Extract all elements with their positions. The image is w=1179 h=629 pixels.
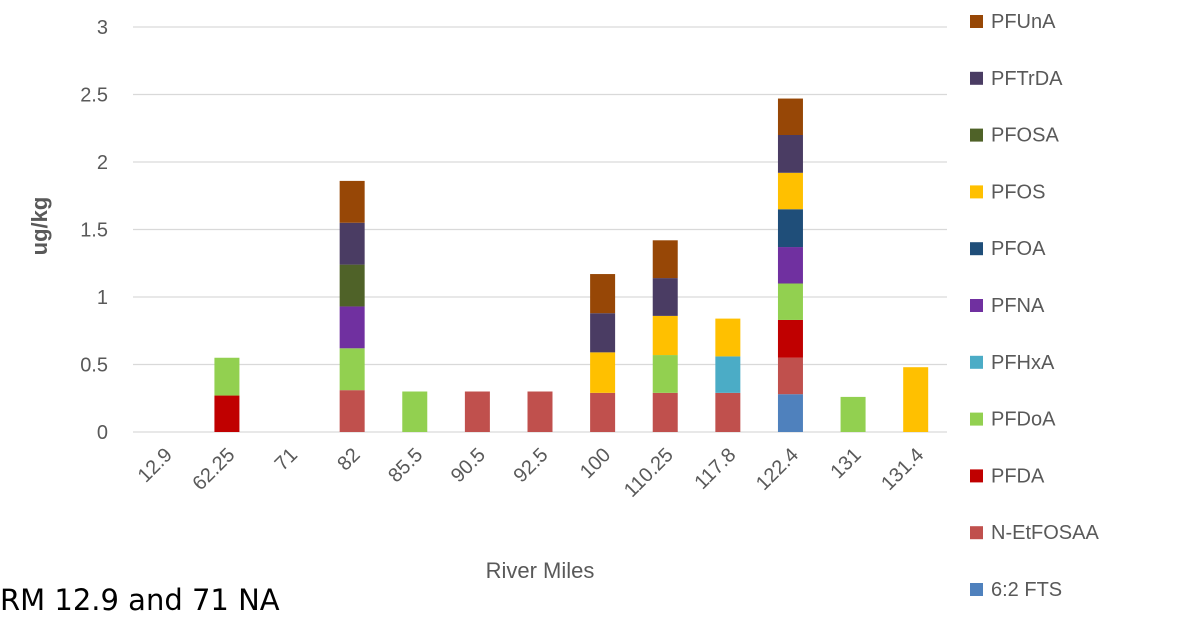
bar-segment-pfdoa-62_25	[214, 357, 240, 396]
legend-swatch	[970, 355, 983, 369]
bar-segment-pfoa-122_4	[777, 209, 803, 248]
bar-segment-pfos-110_25	[652, 315, 678, 356]
bar-segment-pfhxa-117_8	[715, 356, 741, 393]
legend-label: 6:2 FTS	[991, 579, 1062, 601]
bar-segment-pfna-122_4	[777, 247, 803, 284]
x-tick-label: 131	[826, 444, 865, 483]
y-tick-label: 1.5	[80, 220, 108, 242]
y-axis-tick-labels: 0 0.5 1 1.5 2 2.5 3	[80, 17, 108, 444]
x-axis-tick-labels: 12.9 62.25 71 82 85.5 90.5 92.5 100 110.25 117.8 1…	[134, 444, 928, 502]
bar-segment-pfuna-122_4	[777, 98, 803, 135]
legend-label: PFUnA	[991, 11, 1056, 33]
x-tick-label: 12.9	[134, 444, 177, 487]
x-tick-label: 62.25	[189, 444, 240, 495]
legend-swatch	[970, 469, 983, 483]
x-tick-label: 71	[271, 444, 302, 475]
bar-segment-pfos-122_4	[777, 172, 803, 210]
bar-segment-n-etfosaa-92_5	[527, 391, 553, 432]
legend-label: PFOS	[991, 181, 1045, 203]
bar-segment-pfdoa-85_5	[402, 391, 428, 432]
bar-segment-pfuna-82	[339, 180, 365, 223]
bar-segment-pfos-100	[590, 352, 616, 393]
x-tick-label: 100	[576, 444, 615, 483]
bar-segment-pfuna-110_25	[652, 240, 678, 279]
bar-segment-n-etfosaa-122_4	[777, 357, 803, 395]
bar-segment-pfda-62_25	[214, 395, 240, 432]
gridlines	[133, 26, 947, 433]
bar-segment-pfos-131_4	[903, 367, 929, 432]
y-tick-label: 2	[97, 152, 108, 174]
footnote: RM 12.9 and 71 NA	[0, 583, 280, 617]
x-tick-label: 122.4	[752, 444, 803, 495]
legend-swatch	[970, 412, 983, 426]
bar-segment-n-etfosaa-110_25	[652, 392, 678, 432]
legend-swatch	[970, 185, 983, 199]
bar-segment-pfdoa-82	[339, 348, 365, 391]
bar-segment-pftrda-100	[590, 313, 616, 353]
legend-label: PFDA	[991, 465, 1045, 487]
legend: PFUnA PFTrDA PFOSA PFOS PFOA PFNA PFHxA PFDoA PF…	[970, 11, 1099, 601]
legend-label: PFDoA	[991, 409, 1056, 431]
legend-swatch	[970, 299, 983, 312]
bar-segment-n-etfosaa-117_8	[715, 392, 741, 432]
bar-segment-pfna-82	[339, 306, 365, 349]
legend-swatch	[970, 128, 983, 142]
x-tick-label: 131.4	[877, 444, 928, 495]
x-axis-title: River Miles	[486, 558, 595, 583]
x-tick-label: 117.8	[690, 444, 740, 494]
legend-swatch	[970, 71, 983, 85]
legend-label: PFTrDA	[991, 68, 1063, 90]
x-tick-label: 92.5	[509, 444, 552, 487]
legend-swatch	[970, 15, 983, 28]
bar-segment-pfda-122_4	[777, 319, 803, 358]
legend-label: PFHxA	[991, 352, 1055, 374]
y-axis-title: ug/kg	[27, 197, 52, 256]
bar-segment-n-etfosaa-100	[590, 392, 616, 432]
legend-label: N-EtFOSAA	[991, 522, 1099, 544]
bar-segment-6-2-fts-122_4	[777, 394, 803, 432]
bar-segment-pfdoa-131	[840, 396, 866, 432]
x-tick-label: 85.5	[384, 444, 427, 487]
legend-swatch	[970, 583, 983, 596]
bar-stacks	[214, 98, 929, 432]
y-tick-label: 1	[97, 287, 108, 309]
bar-segment-pftrda-82	[339, 222, 365, 265]
bar-segment-pftrda-122_4	[777, 135, 803, 173]
legend-swatch	[970, 242, 983, 256]
y-tick-label: 2.5	[80, 85, 108, 107]
y-tick-label: 0	[97, 422, 108, 444]
y-tick-label: 0.5	[80, 355, 108, 377]
legend-label: PFOSA	[991, 125, 1059, 147]
x-tick-label: 82	[333, 444, 364, 475]
bar-segment-pfos-117_8	[715, 318, 741, 357]
bar-segment-pfdoa-122_4	[777, 283, 803, 320]
x-tick-label: 110.25	[620, 444, 678, 502]
y-tick-label: 3	[97, 17, 108, 39]
bar-segment-pfosa-82	[339, 264, 365, 307]
legend-swatch	[970, 526, 983, 540]
bar-segment-n-etfosaa-90_5	[464, 391, 490, 432]
bar-segment-pftrda-110_25	[652, 278, 678, 316]
bar-segment-pfuna-100	[590, 274, 616, 314]
x-tick-label: 90.5	[447, 444, 490, 487]
bar-segment-n-etfosaa-82	[339, 390, 365, 432]
legend-label: PFOA	[991, 238, 1046, 260]
legend-label: PFNA	[991, 295, 1045, 317]
bar-segment-pfdoa-110_25	[652, 355, 678, 393]
